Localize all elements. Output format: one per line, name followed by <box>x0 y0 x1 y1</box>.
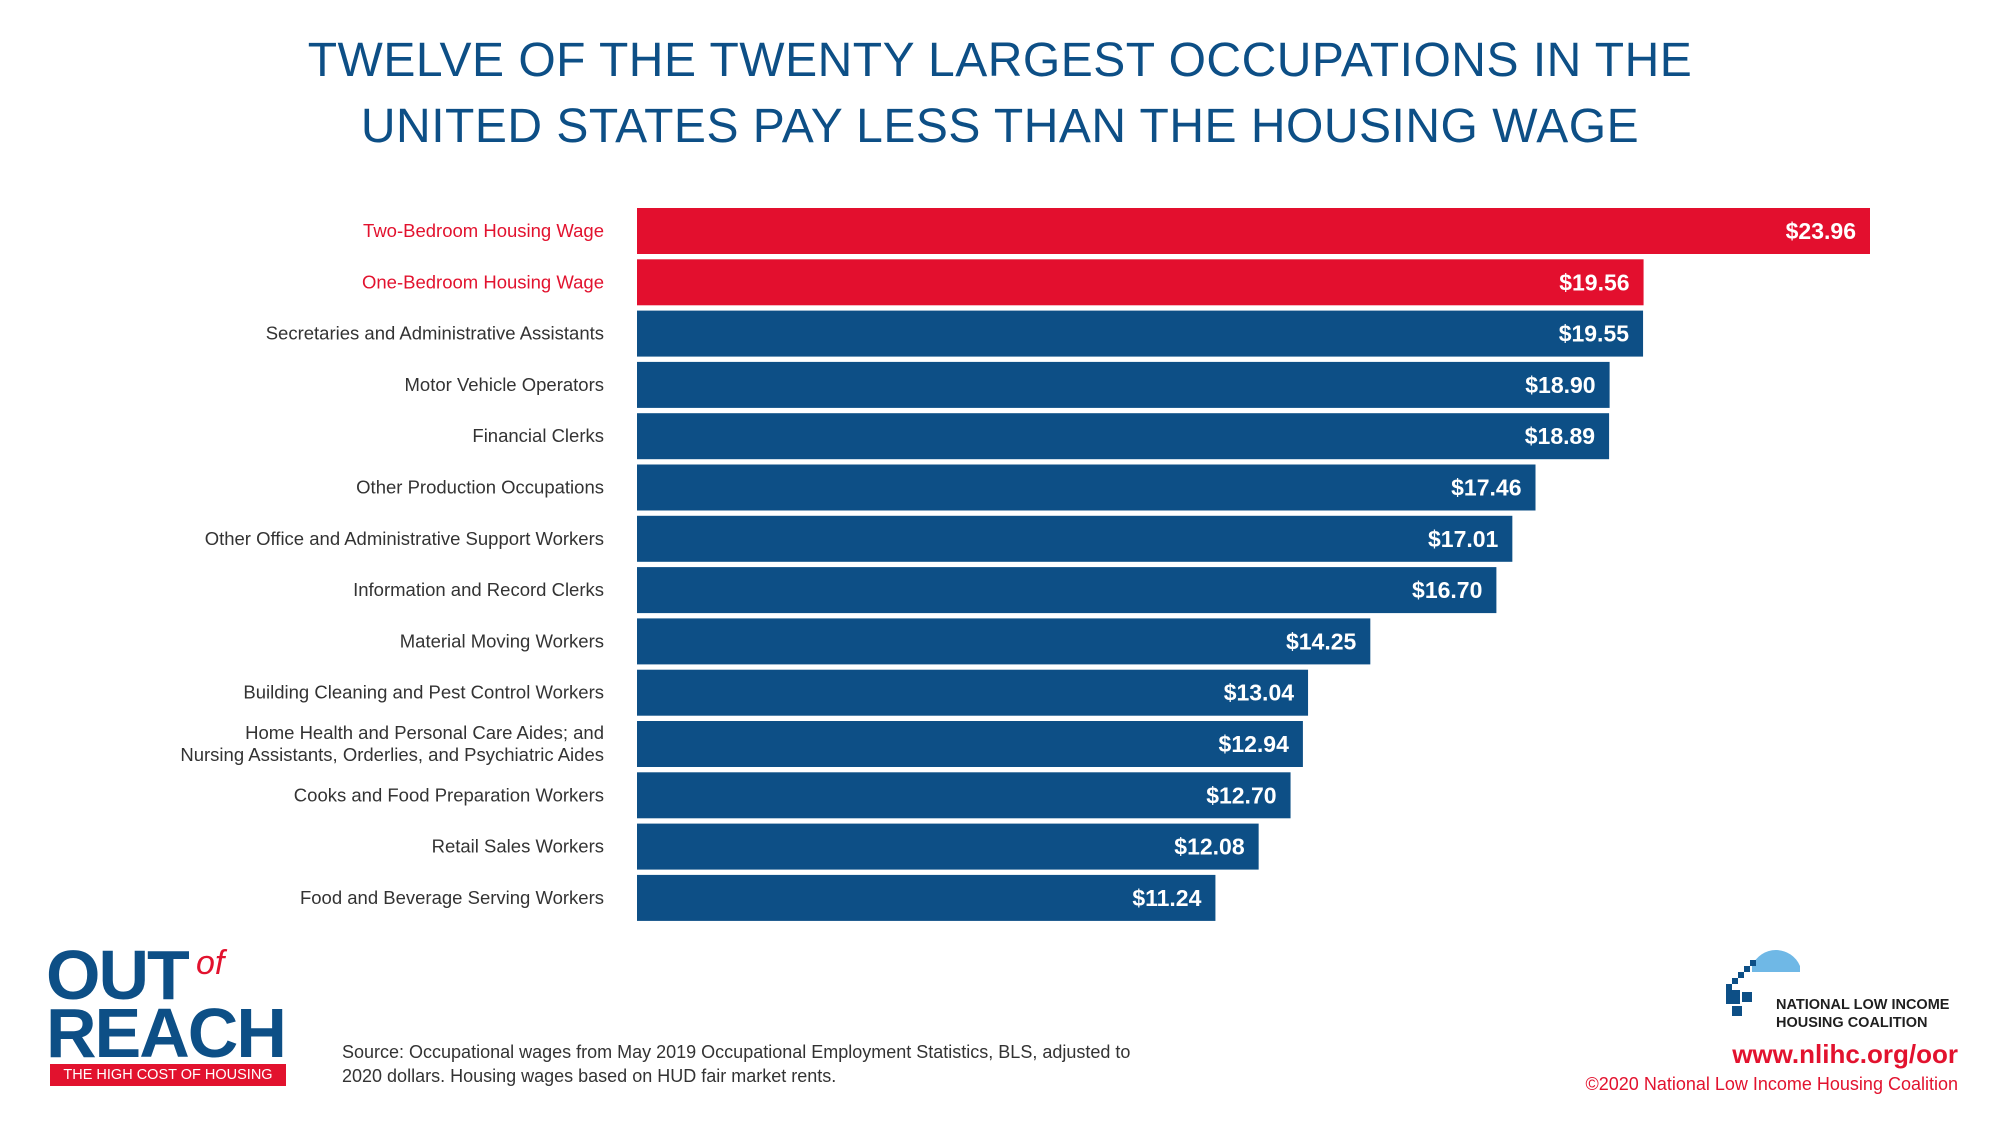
logo-out-text: OUT <box>46 936 190 1014</box>
nlihc-name: NATIONAL LOW INCOME HOUSING COALITION <box>1776 996 1976 1032</box>
category-label: Other Production Occupations <box>356 477 604 498</box>
category-label: Food and Beverage Serving Workers <box>300 887 604 908</box>
bar-value-label: $19.55 <box>1559 321 1630 347</box>
bar-value-label: $12.94 <box>1219 731 1290 757</box>
chart-title: TWELVE OF THE TWENTY LARGEST OCCUPATIONS… <box>0 28 2000 160</box>
bar <box>637 823 1259 870</box>
bar <box>637 464 1536 511</box>
source-line-1: Source: Occupational wages from May 2019… <box>342 1042 1131 1062</box>
category-label: Information and Record Clerks <box>353 579 604 600</box>
nlihc-url-link[interactable]: www.nlihc.org/oor <box>1732 1039 1958 1069</box>
nlihc-name-line-1: NATIONAL LOW INCOME <box>1776 997 1950 1013</box>
category-label: One-Bedroom Housing Wage <box>362 271 604 292</box>
bar-value-label: $11.24 <box>1132 885 1201 911</box>
bar-value-label: $16.70 <box>1412 577 1482 603</box>
out-of-reach-logo: OUT of REACH THE HIGH COST OF HOUSING <box>46 936 292 1089</box>
logo-tagline: THE HIGH COST OF HOUSING <box>50 1064 286 1086</box>
bar <box>637 618 1371 665</box>
source-line-2: 2020 dollars. Housing wages based on HUD… <box>342 1066 837 1086</box>
chart-title-line-1: TWELVE OF THE TWENTY LARGEST OCCUPATIONS… <box>307 34 1693 87</box>
category-label: Material Moving Workers <box>400 630 604 651</box>
logo-reach-text: REACH <box>46 994 287 1072</box>
category-label: Home Health and Personal Care Aides; and <box>245 722 604 743</box>
category-label: Secretaries and Administrative Assistant… <box>266 323 604 344</box>
category-label: Building Cleaning and Pest Control Worke… <box>243 682 604 703</box>
bar-value-label: $17.01 <box>1428 526 1499 552</box>
chart-title-line-2: UNITED STATES PAY LESS THAN THE HOUSING … <box>360 100 1640 153</box>
logo-of-text: of <box>196 944 225 982</box>
bar <box>637 567 1497 614</box>
category-label: Retail Sales Workers <box>432 836 604 857</box>
nlihc-name-line-2: HOUSING COALITION <box>1776 1015 1928 1031</box>
copyright-text: ©2020 National Low Income Housing Coalit… <box>1585 1074 1958 1094</box>
bar-value-label: $13.04 <box>1224 680 1295 706</box>
bar <box>637 413 1610 460</box>
bar-value-label: $19.56 <box>1559 269 1629 295</box>
bar <box>637 669 1309 716</box>
bar-value-label: $17.46 <box>1451 475 1521 501</box>
bar-value-label: $23.96 <box>1786 218 1856 244</box>
category-label: Cooks and Food Preparation Workers <box>294 784 604 805</box>
bar <box>637 874 1216 921</box>
category-label: Nursing Assistants, Orderlies, and Psych… <box>180 744 604 765</box>
bar-value-label: $12.70 <box>1206 782 1276 808</box>
bar <box>637 361 1610 408</box>
bar-value-label: $14.25 <box>1286 628 1357 654</box>
nlihc-house-icon <box>1726 950 1800 1016</box>
bar-value-label: $18.89 <box>1525 423 1595 449</box>
bar-value-label: $12.08 <box>1174 834 1245 860</box>
category-label: Other Office and Administrative Support … <box>205 528 604 549</box>
bar <box>637 259 1644 306</box>
bar <box>637 208 1870 254</box>
bar <box>637 515 1513 562</box>
category-label: Motor Vehicle Operators <box>405 374 604 395</box>
bar <box>637 721 1303 767</box>
bar <box>637 310 1644 357</box>
category-label: Two-Bedroom Housing Wage <box>363 220 604 241</box>
bar-value-label: $18.90 <box>1525 372 1595 398</box>
source-note: Source: Occupational wages from May 2019… <box>342 1040 1242 1088</box>
category-label: Financial Clerks <box>472 425 604 446</box>
bar <box>637 772 1291 819</box>
